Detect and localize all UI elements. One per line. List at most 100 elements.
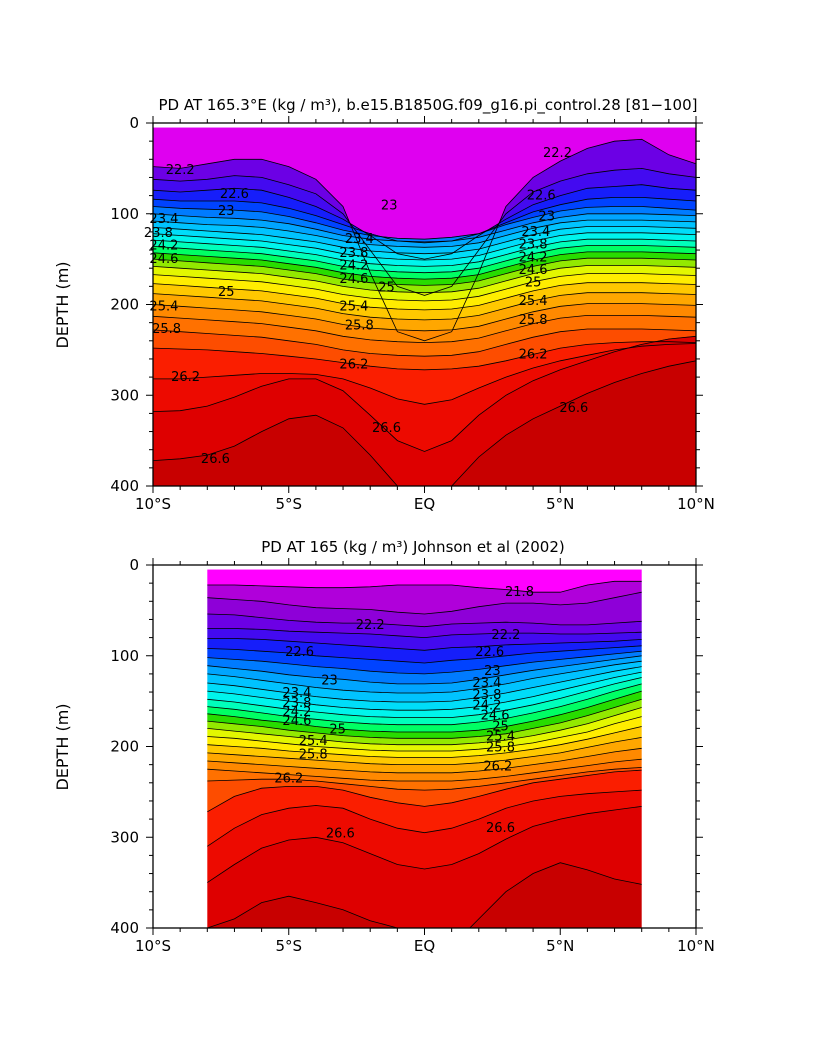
isopycnal-line	[207, 737, 642, 765]
no-data-region	[153, 565, 208, 928]
contour-fill-bottom	[153, 565, 696, 928]
isopycnal-line	[207, 628, 642, 639]
contour-label: 25.8	[519, 313, 548, 328]
contour-label: 22.6	[475, 645, 504, 660]
isopycnal-line	[153, 232, 696, 261]
contour-label: 22.2	[543, 146, 572, 161]
contour-label: 24.6	[339, 272, 368, 287]
x-tick-label: 5°N	[546, 937, 574, 955]
isopycnal-line	[207, 690, 642, 733]
isopycnal-line	[153, 213, 696, 243]
contour-label: 25.8	[299, 748, 328, 763]
chart-title-bottom: PD AT 165 (kg / m³) Johnson et al (2002)	[261, 538, 564, 556]
x-tick-label: EQ	[414, 937, 435, 955]
y-tick-label: 200	[110, 296, 139, 314]
isopycnal-line	[207, 655, 642, 685]
contour-fill-top	[153, 123, 696, 486]
x-tick-label: EQ	[414, 495, 435, 513]
contour-label: 24.2	[282, 705, 311, 720]
contour-label: 25	[525, 276, 542, 291]
contour-label: 25.4	[149, 299, 178, 314]
isopycnal-line	[207, 613, 642, 628]
contour-label: 25	[492, 720, 509, 735]
contour-label: 22.6	[285, 645, 314, 660]
contour-label: 24.6	[481, 709, 510, 724]
isopycnal-line	[153, 292, 696, 321]
isopycnal-line	[153, 226, 696, 255]
isopycnal-line	[207, 660, 642, 694]
contour-label: 23	[484, 664, 501, 679]
contour-label: 23	[218, 204, 235, 219]
x-tick-label: 5°N	[546, 495, 574, 513]
y-tick-label: 400	[110, 919, 139, 937]
y-tick-label: 0	[129, 114, 139, 132]
isopycnal-line	[207, 671, 642, 711]
isopycnal-line	[153, 328, 696, 357]
contour-label: 25.4	[339, 299, 368, 314]
contour-label: 23	[538, 210, 555, 225]
isopycnal-line	[207, 707, 642, 746]
contour-label: 23	[381, 199, 398, 214]
isopycnal-line	[153, 341, 696, 371]
ticks-bottom: 10°S 5°S EQ 5°N 10°N 0 100 200 300 400	[110, 556, 715, 955]
contour-label: 24.2	[339, 259, 368, 274]
ticks-top: 10°S 5°S EQ 5°N 10°N 0 100 200 300 400	[110, 114, 715, 513]
x-tick-label: 10°S	[135, 937, 171, 955]
contour-label: 25.4	[299, 734, 328, 749]
contour-label: 26.6	[201, 452, 230, 467]
contour-label: 25.8	[345, 318, 374, 333]
y-axis-label-top: DEPTH (m)	[53, 261, 72, 348]
contour-label: 23.8	[144, 226, 173, 241]
isopycnal-line	[153, 184, 696, 260]
x-tick-label: 10°N	[677, 495, 715, 513]
contour-label: 23.4	[282, 686, 311, 701]
isopycnal-line	[153, 360, 696, 486]
isopycnal-line	[207, 862, 642, 928]
y-tick-label: 300	[110, 828, 139, 846]
y-axis-label-bottom: DEPTH (m)	[53, 703, 72, 790]
y-tick-label: 300	[110, 386, 139, 404]
contour-label: 24.2	[149, 239, 178, 254]
x-tick-label: 10°S	[135, 495, 171, 513]
isopycnal-line	[153, 219, 696, 248]
isopycnal-line	[153, 282, 696, 311]
contour-labels-bottom: 21.822.222.222.6 22.6232323.423.423.823.8…	[274, 585, 534, 841]
contour-label: 26.2	[274, 771, 303, 786]
x-tick-label: 5°S	[275, 495, 302, 513]
contour-label: 23	[321, 673, 338, 688]
contour-lines-bottom	[207, 580, 642, 928]
y-tick-label: 100	[110, 647, 139, 665]
contour-label: 25	[378, 280, 395, 295]
isopycnal-line	[207, 650, 642, 675]
contour-label: 25	[218, 285, 235, 300]
contour-label: 26.2	[519, 347, 548, 362]
x-tick-label: 5°S	[275, 937, 302, 955]
isopycnal-line	[207, 769, 642, 813]
contour-label: 26.6	[372, 421, 401, 436]
contour-label: 25.8	[152, 322, 181, 337]
contour-label: 23.8	[519, 238, 548, 253]
isopycnal-line	[207, 591, 642, 615]
isopycnal-line	[153, 343, 696, 405]
isopycnal-line	[207, 747, 642, 774]
contour-label: 22.6	[220, 187, 249, 202]
contour-label: 22.2	[356, 618, 385, 633]
isopycnal-line	[207, 638, 642, 651]
y-tick-label: 100	[110, 205, 139, 223]
contour-label: 25.4	[486, 730, 515, 745]
contour-label: 23.8	[472, 688, 501, 703]
contour-label: 21.8	[505, 585, 534, 600]
isopycnal-line	[153, 335, 696, 452]
y-tick-label: 200	[110, 738, 139, 756]
isopycnal-line	[153, 167, 696, 296]
contour-label: 24.2	[472, 699, 501, 714]
contour-label: 23.4	[345, 232, 374, 247]
no-data-region	[153, 123, 696, 128]
isopycnal-line	[153, 303, 696, 332]
contour-label: 24.6	[519, 263, 548, 278]
y-tick-label: 400	[110, 477, 139, 495]
contour-label: 23.4	[472, 676, 501, 691]
contour-label: 22.2	[491, 628, 520, 643]
isopycnal-line	[207, 716, 642, 752]
